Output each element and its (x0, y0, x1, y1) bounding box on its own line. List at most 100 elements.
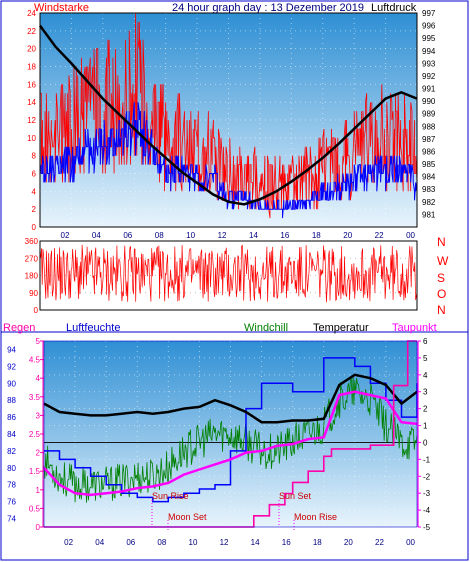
right-tick-label: 986 (422, 147, 436, 156)
legend-dewpoint: Taupunkt (392, 322, 437, 334)
right-tick-label: 3 (423, 388, 428, 397)
x-tick-label: 04 (95, 538, 104, 547)
legend-humidity: Luftfeuchte (66, 322, 120, 334)
humidity-tick-label: 92 (7, 362, 16, 371)
x-tick-label: 14 (249, 231, 258, 240)
left-tick-label: 360 (25, 237, 39, 246)
dewpoint-line (43, 390, 418, 497)
right-tick-label: 5 (423, 354, 428, 363)
pressure-line (38, 24, 418, 206)
left-tick-label: 20 (27, 45, 36, 54)
right-tick-label: 990 (422, 97, 436, 106)
humidity-tick-label: 88 (7, 396, 16, 405)
humidity-tick-label: 74 (7, 515, 16, 524)
direction-label: W (437, 254, 449, 268)
left-tick-label: 4 (32, 187, 37, 196)
humidity-tick-label: 80 (7, 464, 16, 473)
x-tick-label: 20 (344, 538, 353, 547)
legend-temperature: Temperatur (313, 322, 369, 334)
temperature-series (43, 373, 418, 424)
x-tick-label: 22 (375, 538, 384, 547)
left-tick-label: 14 (27, 98, 36, 107)
left-tick-label: 18 (27, 63, 36, 72)
right-tick-label: 2 (423, 405, 428, 414)
x-tick-label: 22 (375, 231, 384, 240)
rain-tick-label: 3 (36, 411, 41, 420)
left-tick-label: 6 (32, 170, 37, 179)
right-tick-label: -2 (423, 472, 431, 481)
moon-rise-label: Moon Rise (294, 512, 337, 522)
right-tick-label: 989 (422, 110, 436, 119)
rain-tick-label: 5 (36, 337, 41, 346)
right-tick-label: 0 (423, 438, 428, 447)
x-tick-label: 14 (251, 538, 260, 547)
right-tick-label: -1 (423, 455, 431, 464)
left-tick-label: 0 (34, 306, 39, 315)
left-tick-label: 270 (25, 254, 39, 263)
left-tick-label: 180 (25, 272, 39, 281)
x-tick-label: 16 (282, 538, 291, 547)
climate-panel-bg (44, 341, 417, 527)
left-tick-label: 8 (32, 152, 37, 161)
x-tick-label: 04 (92, 231, 101, 240)
x-tick-label: 08 (155, 231, 164, 240)
astro-markers: Sun Rise Moon Set Sun Set Moon Rise (151, 491, 337, 532)
humidity-tick-label: 86 (7, 413, 16, 422)
rain-tick-label: 2 (36, 449, 41, 458)
wind-direction-series (39, 244, 418, 303)
rain-tick-label: 1.5 (29, 467, 41, 476)
right-tick-label: -5 (423, 523, 431, 532)
x-tick-label: 16 (280, 231, 289, 240)
temperature-line (43, 373, 418, 424)
right-tick-label: 992 (422, 72, 436, 81)
x-tick-label: 12 (218, 231, 227, 240)
rain-line (44, 340, 417, 528)
x-tick-label: 08 (157, 538, 166, 547)
humidity-tick-label: 78 (7, 481, 16, 490)
humidity-tick-label: 82 (7, 447, 16, 456)
x-tick-label: 18 (312, 231, 321, 240)
humidity-line (44, 357, 418, 503)
x-tick-label: 12 (220, 538, 229, 547)
sun-rise-label: Sun Rise (152, 491, 189, 501)
right-tick-label: -4 (423, 506, 431, 515)
right-tick-label: 997 (422, 9, 436, 18)
right-tick-label: 1 (423, 422, 428, 431)
right-tick-label: 984 (422, 173, 436, 182)
left-tick-label: 90 (29, 289, 38, 298)
rain-tick-label: 1 (36, 486, 41, 495)
left-tick-label: 0 (32, 223, 37, 232)
right-tick-label: 983 (422, 185, 436, 194)
windchill-series (43, 374, 418, 503)
humidity-tick-label: 90 (7, 379, 16, 388)
right-tick-label: 991 (422, 85, 436, 94)
direction-label: N (437, 303, 446, 317)
x-tick-label: 02 (61, 231, 70, 240)
sun-set-label: Sun Set (279, 491, 312, 501)
x-tick-label: 06 (126, 538, 135, 547)
x-tick-label: 10 (189, 538, 198, 547)
climate-panel-ticks: 0 0.5 1 1.5 2 2.5 3 3.5 4 4.5 5 74 76 78 80 82 84 86 88 90 9… (7, 337, 431, 547)
rain-series (44, 340, 417, 528)
right-axis-title: Luftdruck (371, 2, 417, 14)
humidity-series (44, 357, 418, 503)
pressure-series (38, 24, 418, 206)
left-tick-label: 12 (27, 116, 36, 125)
rain-tick-label: 3.5 (29, 393, 41, 402)
climate-panel-frame (43, 340, 418, 528)
direction-label: S (437, 271, 445, 285)
x-tick-label: 06 (123, 231, 132, 240)
x-tick-label: 10 (186, 231, 195, 240)
right-tick-label: 4 (423, 371, 428, 380)
left-tick-label: 10 (27, 134, 36, 143)
x-tick-label: 02 (64, 538, 73, 547)
rain-tick-label: 2.5 (29, 430, 41, 439)
x-tick-label: 20 (343, 231, 352, 240)
right-tick-label: 994 (422, 47, 436, 56)
left-tick-label: 22 (27, 27, 36, 36)
right-tick-label: 985 (422, 160, 436, 169)
right-tick-label: 6 (423, 337, 428, 346)
